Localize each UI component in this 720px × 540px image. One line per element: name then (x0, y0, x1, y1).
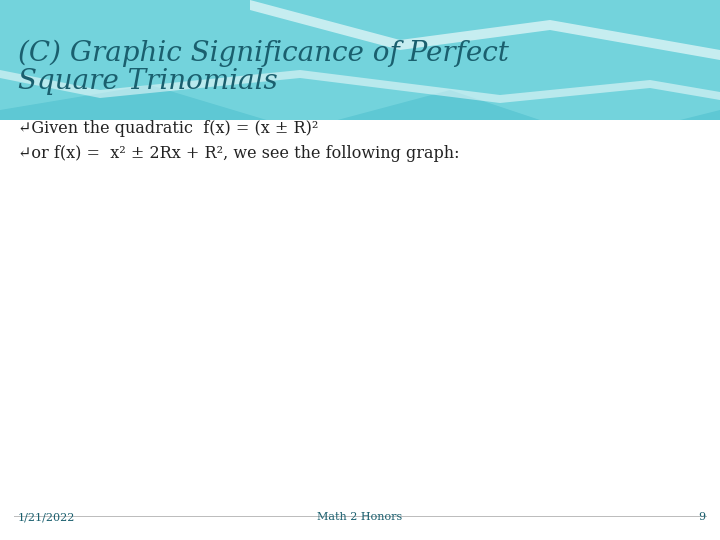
Polygon shape (250, 0, 720, 60)
Text: f(x) = (x + R)^2: f(x) = (x + R)^2 (163, 392, 243, 402)
Text: 1/21/2022: 1/21/2022 (18, 512, 76, 522)
Text: 9: 9 (698, 512, 705, 522)
Text: Math 2 Honors: Math 2 Honors (318, 512, 402, 522)
Text: Square Trinomials: Square Trinomials (18, 68, 278, 95)
Text: ↵or f(x) =  x² ± 2Rx + R², we see the following graph:: ↵or f(x) = x² ± 2Rx + R², we see the fol… (18, 145, 459, 162)
Text: (C) Graphic Significance of Perfect: (C) Graphic Significance of Perfect (18, 40, 509, 68)
Polygon shape (0, 120, 720, 540)
Text: f(x) = (x - R)^2: f(x) = (x - R)^2 (337, 392, 412, 402)
Polygon shape (0, 0, 720, 140)
Text: ↵Given the quadratic  f(x) = (x ± R)²: ↵Given the quadratic f(x) = (x ± R)² (18, 120, 318, 137)
Polygon shape (0, 70, 720, 103)
Polygon shape (0, 0, 720, 150)
